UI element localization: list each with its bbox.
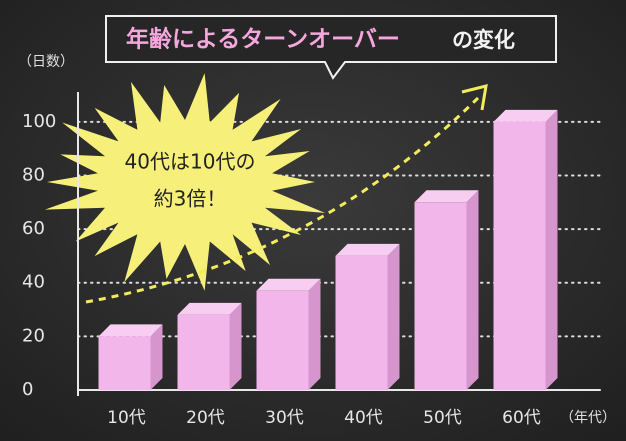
- starburst: [44, 73, 326, 291]
- bar-top: [98, 324, 163, 337]
- bar-side: [150, 324, 163, 390]
- bar: [493, 121, 546, 391]
- bar-top: [335, 243, 400, 256]
- bar: [414, 202, 467, 390]
- bar-side: [466, 190, 479, 390]
- annotation-text: 40代は10代の: [125, 150, 256, 174]
- bar: [335, 255, 388, 390]
- bar: [256, 290, 309, 390]
- y-tick-label: 60: [22, 218, 45, 239]
- bar-side: [387, 243, 400, 390]
- trend-arrow-head: [461, 83, 488, 111]
- x-tick-label: 60代: [502, 408, 541, 428]
- x-tick-label: 30代: [265, 408, 304, 428]
- bar-side: [229, 302, 242, 390]
- y-axis-label: （日数）: [18, 54, 74, 70]
- bar-top: [493, 109, 558, 122]
- title-box: [105, 15, 557, 80]
- x-tick-label: 20代: [186, 408, 225, 428]
- x-tick-label: 40代: [344, 408, 383, 428]
- bars: [98, 109, 558, 391]
- chart-title-suffix: の変化: [452, 28, 515, 52]
- bar-top: [256, 278, 321, 291]
- y-tick-label: 20: [22, 325, 45, 346]
- y-tick-label: 0: [22, 379, 33, 400]
- y-tick-label: 80: [22, 164, 45, 185]
- annotation-burst: [44, 73, 326, 291]
- y-tick-label: 40: [22, 272, 45, 293]
- bar: [177, 314, 230, 390]
- x-axis-label: （年代）: [560, 410, 616, 426]
- bar-side: [308, 278, 321, 390]
- bar-side: [545, 109, 558, 391]
- bar-top: [414, 190, 479, 203]
- x-tick-label: 50代: [423, 408, 462, 428]
- y-tick-label: 100: [22, 111, 56, 132]
- annotation-text: 約3倍！: [154, 187, 227, 211]
- bar-top: [177, 302, 242, 315]
- x-tick-label: 10代: [107, 408, 146, 428]
- trend-arrow: [85, 96, 480, 304]
- chart-title: 年齢によるターンオーバー: [126, 26, 400, 53]
- bar: [98, 336, 151, 390]
